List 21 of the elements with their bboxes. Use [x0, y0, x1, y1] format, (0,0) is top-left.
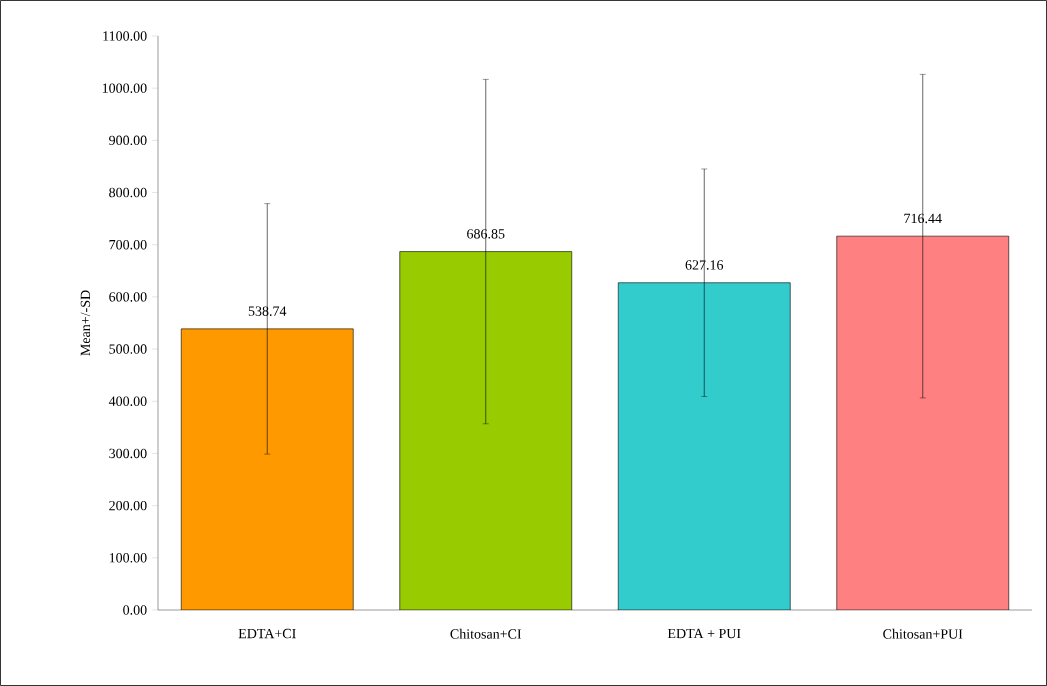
- data-label: 716.44: [904, 213, 942, 224]
- x-tick-label: Chitosan+CI: [450, 628, 522, 639]
- data-label: 627.16: [685, 260, 724, 270]
- y-tick-label: 1000.00: [102, 83, 147, 93]
- y-tick-label: 200.00: [109, 500, 147, 511]
- y-tick-label: 400.00: [108, 396, 147, 407]
- y-tick-label: 800.00: [109, 187, 147, 198]
- y-tick-label: 600.00: [109, 292, 147, 302]
- y-tick-label: 0.00: [123, 605, 147, 615]
- y-tick-label: 300.00: [109, 448, 147, 459]
- y-tick-label: 100.00: [109, 553, 147, 563]
- y-axis-title: Mean+/-SD: [80, 290, 91, 356]
- x-tick-label: Chitosan+PUI: [883, 628, 963, 639]
- x-tick-label: EDTA+CI: [238, 628, 296, 639]
- y-tick-label: 1100.00: [103, 31, 147, 41]
- data-label: 686.85: [467, 229, 505, 239]
- y-tick-label: 500.00: [109, 344, 147, 354]
- y-tick-label: 900.00: [109, 135, 147, 146]
- y-tick-label: 700.00: [109, 239, 147, 250]
- data-label: 538.74: [248, 306, 287, 316]
- x-tick-label: EDTA + PUI: [667, 628, 741, 639]
